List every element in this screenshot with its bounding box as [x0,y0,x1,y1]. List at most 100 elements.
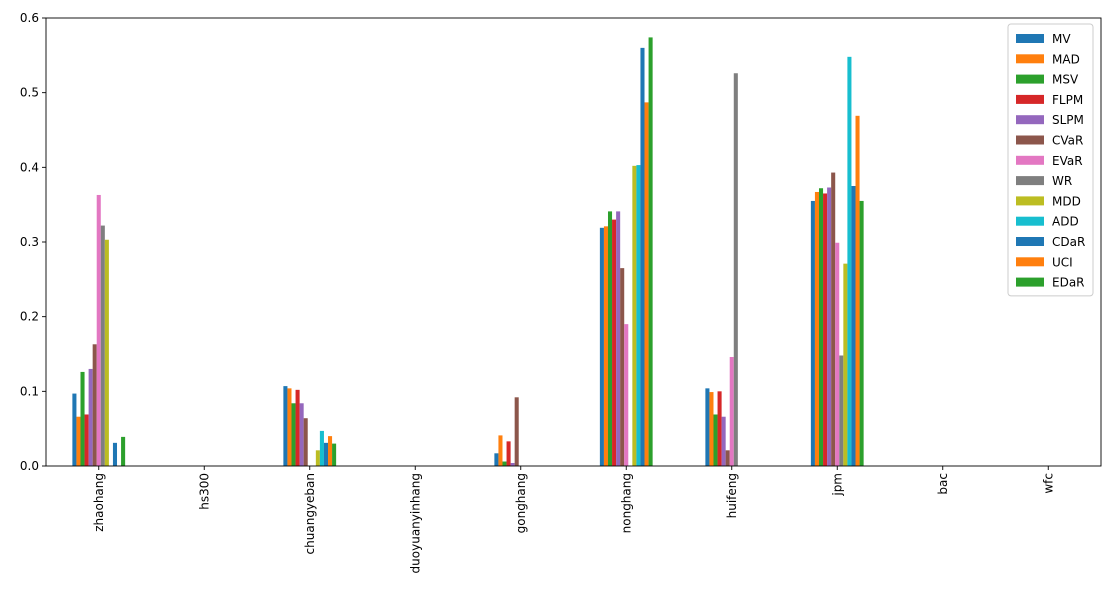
bar-mdd-nonghang [632,165,637,466]
legend-label-edar: EDaR [1052,276,1085,290]
legend-swatch-evar [1016,155,1044,165]
x-tick-label: wfc [1041,473,1055,494]
bar-slpm-jpm [827,187,832,467]
bar-msv-nonghang [607,211,613,466]
legend-swatch-cvar [1016,135,1044,145]
bar-mad-jpm [814,191,819,466]
bar-mv-chuangyeban [283,386,288,466]
bar-cvar-nonghang [620,268,625,466]
x-tick-label: zhaohang [92,473,106,532]
legend: MV MAD MSV FLPM SLPM CVaR EVaR WR MDD ADD CDaR UCI E… [1007,23,1094,297]
legend-label-add: ADD [1052,215,1079,229]
legend-swatch-msv [1016,74,1044,84]
bar-msv-chuangyeban [291,403,296,466]
bar-add-chuangyeban [319,430,324,466]
y-tick-label: 0.3 [20,235,39,249]
bar-edar-nonghang [648,37,653,466]
bar-cdar-nonghang [640,47,645,467]
bar-mv-gonghang [494,453,499,466]
bar-flpm-huifeng [717,391,722,466]
bar-mv-zhaohang [72,393,77,466]
bar-evar-zhaohang [96,194,101,466]
legend-swatch-flpm [1016,94,1044,104]
bar-msv-jpm [818,188,824,467]
x-tick-label: nonghang [619,473,633,533]
legend-label-mad: MAD [1052,52,1080,66]
bar-evar-nonghang [624,324,629,466]
legend-swatch-mad [1016,54,1044,64]
legend-swatch-add [1016,216,1044,226]
bar-msv-huifeng [713,414,718,466]
legend-swatch-uci [1016,257,1044,267]
bar-cvar-gonghang [514,397,519,466]
bar-cvar-chuangyeban [303,418,308,466]
x-tick-label: chuangyeban [303,473,317,554]
bar-flpm-zhaohang [84,414,89,466]
bar-mdd-chuangyeban [315,450,320,466]
legend-label-cvar: CVaR [1052,134,1083,148]
legend-swatch-slpm [1016,115,1044,125]
legend-box [1007,23,1094,297]
bar-edar-chuangyeban [332,443,337,466]
bar-evar-jpm [835,242,840,466]
bar-flpm-gonghang [506,441,511,466]
bar-uci-nonghang [644,102,649,467]
legend-swatch-edar [1016,277,1044,287]
legend-label-mv: MV [1052,32,1071,46]
bar-cvar-huifeng [725,450,730,466]
bars-layer [72,37,864,467]
bar-mdd-jpm [843,263,848,466]
bar-wr-huifeng [733,73,738,466]
bar-add-nonghang [636,165,641,466]
bar-mad-chuangyeban [287,388,292,466]
bar-mad-huifeng [709,392,714,466]
y-tick-label: 0.5 [20,86,39,100]
bar-mad-gonghang [498,435,503,466]
bar-add-jpm [847,56,852,466]
y-tick-label: 0.2 [20,310,39,324]
x-tick-label: gonghang [514,473,528,533]
legend-label-mdd: MDD [1052,194,1081,208]
legend-label-flpm: FLPM [1052,93,1083,107]
bar-flpm-nonghang [612,219,617,466]
x-tick-label: jpm [830,473,844,497]
bar-msv-zhaohang [80,371,85,466]
bar-uci-jpm [855,115,860,466]
y-tick-label: 0.4 [20,160,39,174]
legend-swatch-mdd [1016,196,1044,206]
bar-uci-chuangyeban [328,436,333,466]
bar-mdd-zhaohang [104,239,109,466]
legend-swatch-mv [1016,34,1044,43]
bar-slpm-huifeng [721,416,726,466]
bar-slpm-nonghang [616,211,621,466]
bar-slpm-zhaohang [88,368,93,466]
bar-cdar-zhaohang [112,442,118,466]
bar-cvar-zhaohang [92,344,97,466]
axes-layer: 0.0 0.1 0.2 0.3 0.4 0.5 0.6 zhaohang hs300 chuang… [20,11,1102,573]
bar-flpm-jpm [823,193,828,466]
x-tick-label: hs300 [197,473,211,510]
bar-cdar-jpm [851,186,856,466]
y-tick-label: 0.0 [20,459,39,473]
bar-cdar-chuangyeban [323,442,329,466]
legend-label-cdar: CDaR [1052,235,1085,249]
x-tick-label: huifeng [725,473,739,518]
legend-swatch-wr [1016,176,1044,186]
bar-mv-nonghang [599,227,604,466]
legend-swatch-cdar [1016,237,1044,246]
legend-label-evar: EVaR [1052,154,1083,168]
bar-edar-zhaohang [121,436,126,466]
bar-msv-gonghang [502,461,507,466]
bar-mad-nonghang [603,226,608,466]
bar-flpm-chuangyeban [295,389,300,466]
legend-label-slpm: SLPM [1052,113,1084,127]
y-tick-label: 0.1 [20,384,39,398]
bar-mad-zhaohang [76,416,81,466]
bar-wr-zhaohang [100,225,105,466]
bar-wr-jpm [839,355,844,466]
bar-slpm-chuangyeban [299,403,304,466]
y-tick-label: 0.6 [20,11,39,25]
x-tick-label: bac [936,473,950,495]
bar-mv-huifeng [705,388,710,466]
